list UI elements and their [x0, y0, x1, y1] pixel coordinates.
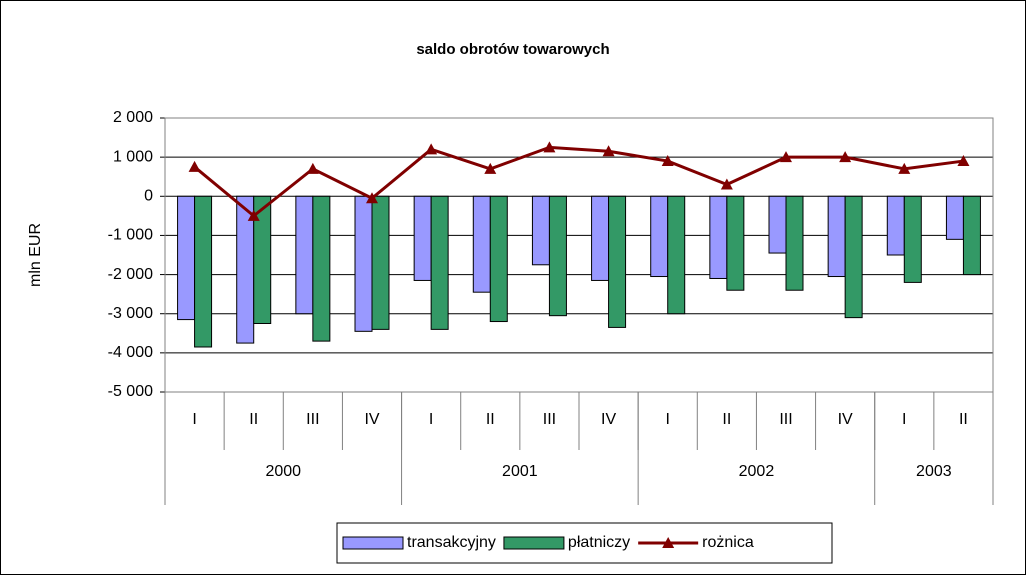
x-tick-label: I: [192, 411, 196, 428]
bar: [531, 195, 550, 266]
bar: [371, 195, 390, 330]
bar: [253, 195, 272, 325]
marker: [720, 178, 733, 190]
x-tick-label: I: [429, 411, 433, 428]
bar: [608, 195, 627, 328]
x-tick-label: II: [486, 411, 495, 428]
bar: [354, 195, 373, 332]
bar: [472, 195, 491, 293]
y-tick-label: 1 000: [113, 148, 153, 165]
x-tick-label: III: [779, 411, 792, 428]
bar: [194, 195, 213, 348]
bar: [177, 195, 196, 321]
x-tick-label: IV: [364, 411, 379, 428]
marker: [247, 209, 260, 221]
bar: [430, 195, 449, 330]
bar: [709, 195, 728, 279]
x-tick-label: I: [665, 411, 669, 428]
marker: [366, 192, 378, 204]
marker: [188, 160, 201, 172]
marker: [543, 141, 556, 153]
marker: [425, 143, 438, 155]
bar: [827, 195, 846, 278]
bar: [312, 195, 331, 342]
x-tick-label: II: [249, 411, 258, 428]
y-tick-label: -5 000: [108, 383, 153, 400]
x-tick-label: III: [543, 411, 556, 428]
x-tick-label: III: [306, 411, 319, 428]
legend-box: [336, 522, 833, 564]
bar: [962, 195, 981, 276]
legend-label: płatniczy: [568, 534, 630, 551]
marker: [306, 162, 319, 174]
x-tick-label: II: [722, 411, 731, 428]
x-tick-label: IV: [601, 411, 616, 428]
x-group-label: 2000: [265, 463, 301, 480]
line: [193, 145, 964, 218]
bar: [413, 195, 432, 281]
y-tick-label: 2 000: [113, 109, 153, 126]
marker: [661, 155, 674, 167]
legend-label: rożnica: [702, 534, 754, 551]
bar: [548, 195, 567, 317]
x-tick-label: I: [902, 411, 906, 428]
bar: [886, 195, 905, 256]
bar: [489, 195, 508, 323]
y-tick-label: -3 000: [108, 305, 153, 322]
marker: [898, 162, 911, 174]
bar: [295, 195, 314, 315]
marker: [780, 151, 792, 163]
legend-swatch: [503, 536, 565, 550]
bar: [785, 195, 804, 291]
bar: [945, 195, 964, 240]
marker: [839, 151, 852, 163]
legend-swatch: [342, 536, 404, 550]
bar: [667, 195, 686, 315]
marker: [602, 145, 615, 157]
y-tick-label: 0: [144, 188, 153, 205]
y-tick-label: -1 000: [108, 227, 153, 244]
bar: [768, 195, 787, 254]
marker: [957, 155, 970, 167]
y-tick-label: -4 000: [108, 344, 153, 361]
bar: [844, 195, 863, 319]
legend-label: transakcyjny: [407, 534, 496, 551]
bar: [591, 195, 610, 281]
bar: [903, 195, 922, 283]
marker: [484, 162, 497, 174]
x-tick-label: II: [959, 411, 968, 428]
bar: [726, 195, 745, 291]
legend-marker: [662, 537, 675, 548]
y-tick-label: -2 000: [108, 266, 153, 283]
bar: [650, 195, 669, 278]
x-group-label: 2001: [502, 463, 538, 480]
x-tick-label: IV: [838, 411, 853, 428]
y-axis-title: mln EUR: [27, 223, 44, 287]
x-group-label: 2002: [739, 463, 775, 480]
chart-title: saldo obrotów towarowych: [416, 41, 609, 58]
x-group-label: 2003: [916, 463, 952, 480]
